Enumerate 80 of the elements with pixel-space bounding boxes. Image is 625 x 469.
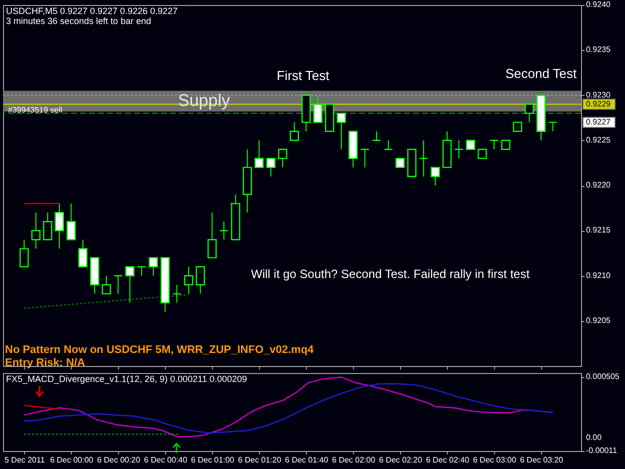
candlestick [125,266,134,304]
x-tick-label: 6 Dec 00:40 [144,456,188,464]
candlestick [219,221,228,240]
candlestick [512,122,522,132]
y-tick-label: 0.9210 [586,270,612,280]
candlestick [196,266,205,294]
candlestick [313,94,322,123]
candlestick [360,148,370,168]
x-tick-label: 6 Dec 03:20 [520,456,564,464]
candlestick [395,158,405,168]
y-tick-label: 0.9240 [586,0,612,9]
candlestick [43,212,52,240]
annotation: 0.9227 [586,117,612,126]
candlestick [524,104,534,123]
y-tick-label: -0.00011 [586,446,618,455]
candlestick [231,194,240,240]
candlestick [302,94,311,132]
candlestick [536,94,546,141]
candlestick [336,112,346,150]
candlestick [454,140,464,159]
candlestick [54,203,64,250]
candlestick [102,275,111,294]
candlestick [172,284,182,304]
candlestick [137,266,146,276]
y-tick-label: 0.00 [586,432,602,442]
candlestick [242,148,252,214]
y-tick-label: 0.9230 [586,90,612,100]
candlestick [20,239,29,268]
candlestick [160,257,170,312]
candlestick [184,266,194,294]
candlestick [384,140,393,150]
x-tick-label: 6 Dec 03:00 [472,456,517,464]
x-tick-label: 6 Dec 01:00 [191,456,235,464]
x-tick-label: 6 Dec 00:20 [97,456,141,464]
text: 3 minutes 36 seconds left to bar end [6,16,152,26]
candlestick [278,148,288,168]
candlestick [266,158,276,177]
annotation: First Test [276,68,330,83]
candlestick [31,212,40,250]
candlestick [548,122,558,132]
y-tick-label: 0.9215 [586,226,612,235]
x-tick-label: 5 Dec 2011 [4,456,46,464]
chart-title: USDCHF,M5 0.9227 0.9227 0.9226 0.9227 [6,6,178,16]
candlestick [501,140,510,150]
candlestick [372,130,382,141]
x-tick-label: 6 Dec 01:40 [285,456,329,464]
x-tick-label: 6 Dec 00:00 [50,456,94,464]
candlestick [148,257,158,276]
candlestick [407,148,416,178]
y-tick-label: 0.000505 [586,372,620,382]
x-tick-label: 6 Dec 02:20 [379,456,423,464]
x-tick-label: 6 Dec 02:40 [426,456,470,464]
annotation: Entry Risk: N/A [5,357,86,369]
candlestick [254,140,264,168]
candlestick [430,166,440,186]
y-tick-label: 0.9220 [586,180,612,190]
candlestick [478,148,487,160]
candlestick [290,122,299,141]
candlestick [78,239,88,268]
candlestick [348,130,358,168]
annotation: 0.9229 [586,99,612,108]
annotation: No Pattern Now on USDCHF 5M, WRR_ZUP_INFO_v02.mq4 [5,344,315,356]
candlestick [66,203,76,240]
y-tick-label: 0.9235 [586,45,612,54]
candlestick [324,104,334,132]
chart-title: FX5_MACD_Divergence_v1.1(12, 26, 9) 0.000211 0.000209 [6,374,247,384]
annotation: Will it go South? Second Test. Failed rally in first test [251,267,530,281]
candlestick [489,140,499,150]
line-series [23,383,554,434]
candlestick [418,140,428,177]
y-tick-label: 0.9225 [586,135,612,144]
candlestick [466,140,476,150]
x-tick-label: 6 Dec 02:00 [332,456,376,464]
candlestick [90,257,100,294]
candlestick [208,212,217,258]
candlestick [442,130,452,168]
x-tick-label: 6 Dec 01:20 [238,456,282,464]
annotation: Second Test [505,66,578,81]
y-tick-label: 0.9205 [586,316,612,325]
candlestick [114,275,123,294]
